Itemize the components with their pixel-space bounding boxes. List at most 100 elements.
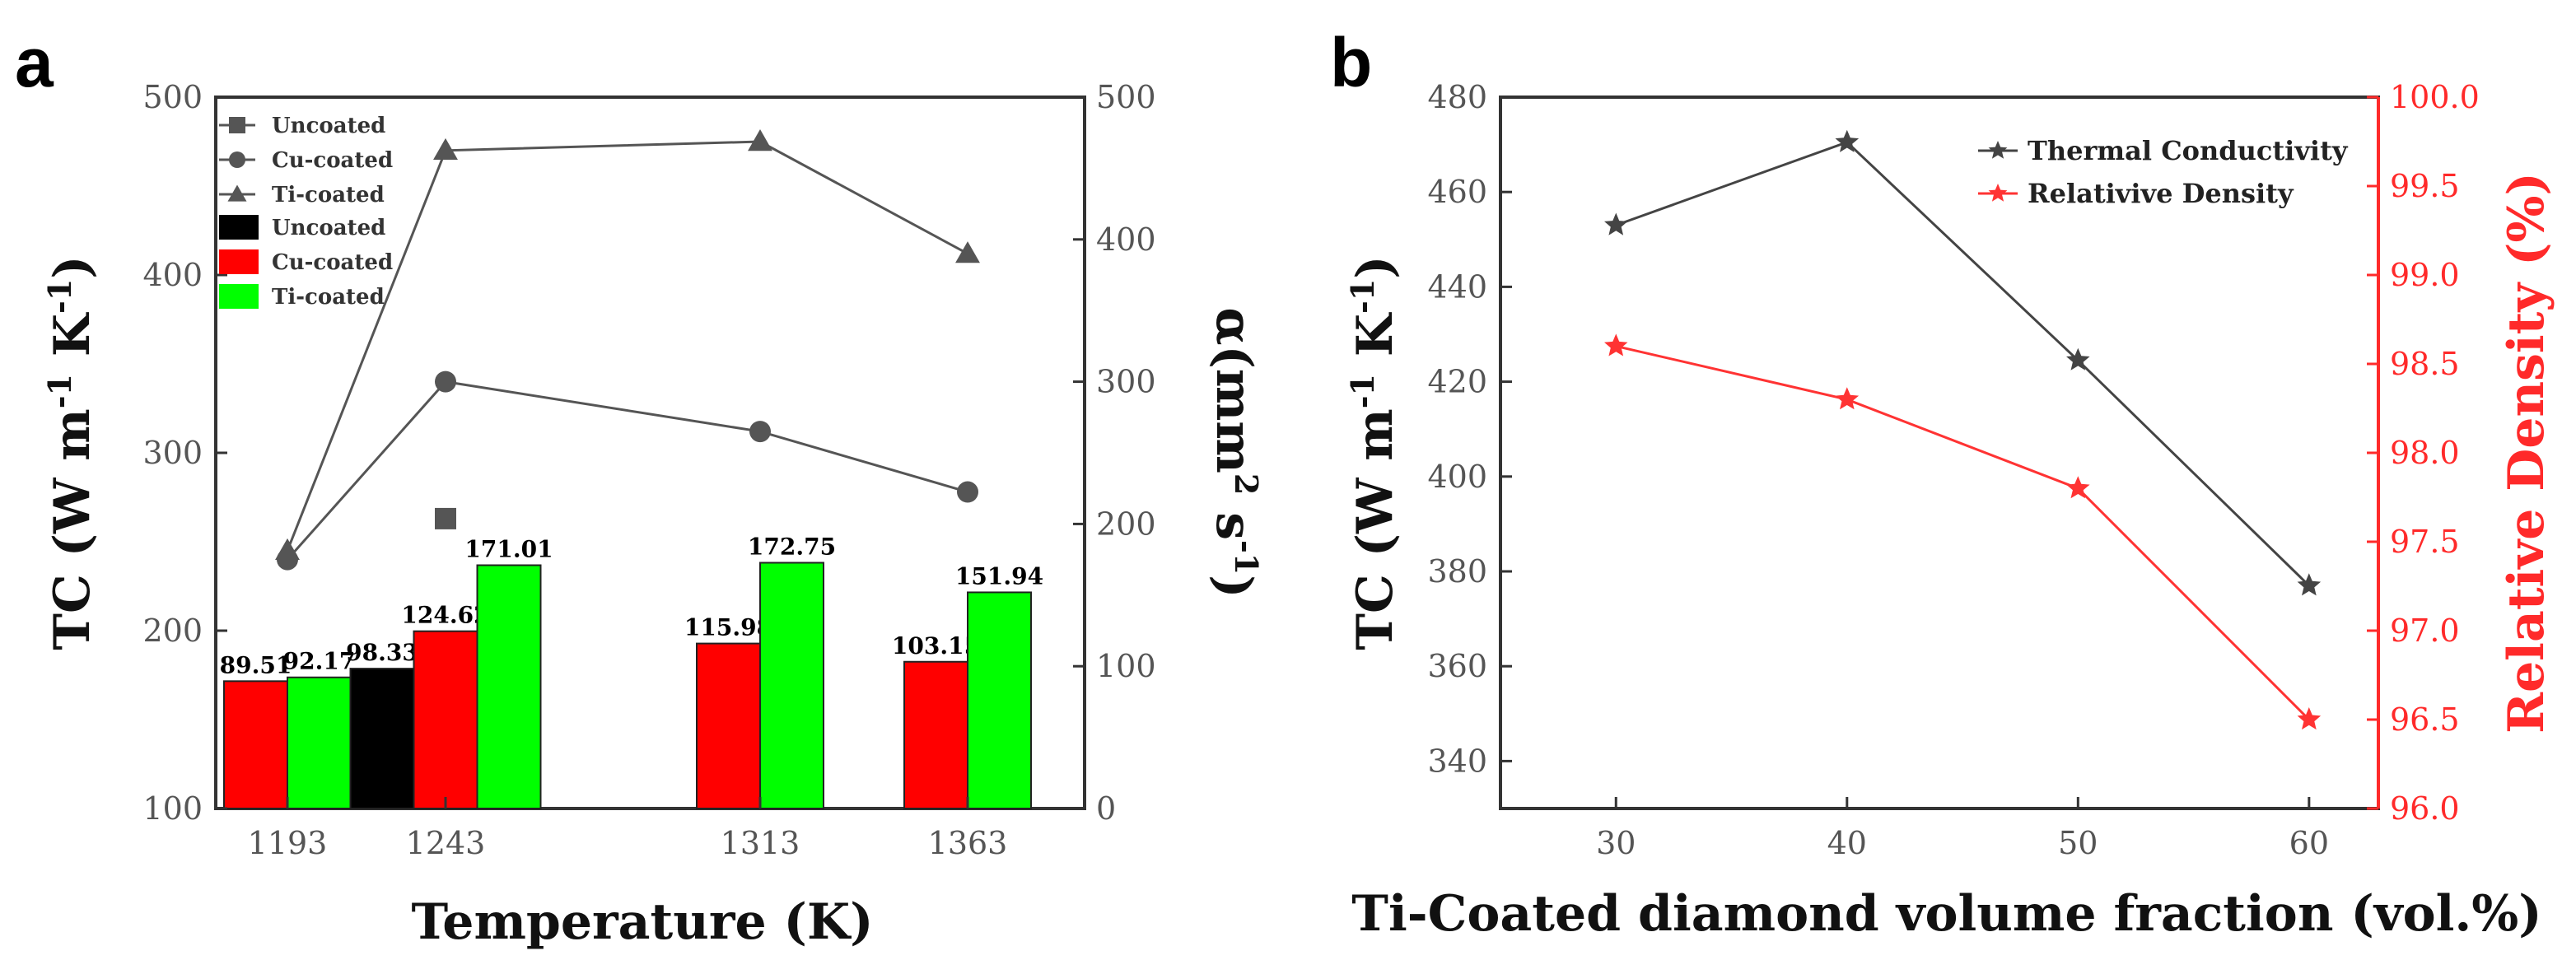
bar-cu-coated-1313 — [696, 642, 761, 809]
legend-label: Cu-coated — [272, 148, 393, 173]
bar-label: 124.62 — [401, 602, 489, 629]
right-tick-label: 97.5 — [2390, 524, 2460, 560]
left-tick-label: 380 — [1427, 553, 1487, 590]
point-thermal-conductivity — [1604, 212, 1628, 235]
legend-marker-circle — [229, 151, 245, 168]
point-relativive-density — [1604, 333, 1628, 357]
left-tick-label: 300 — [142, 435, 203, 471]
bar-label: 172.75 — [748, 533, 836, 560]
line-thermal-conductivity — [1615, 140, 2310, 587]
right-tick-label: 400 — [1096, 221, 1156, 258]
panel-b-legend: Thermal Conductivity Relativive Density — [1978, 135, 2349, 209]
point-thermal-conductivity — [2066, 347, 2090, 370]
bar-cu-coated-1243 — [413, 630, 478, 809]
right-tick-label: 100 — [1096, 648, 1156, 684]
x-tick-label: 40 — [1827, 825, 1867, 861]
legend-label: Ti-coated — [272, 285, 385, 310]
x-tick-label: 50 — [2058, 825, 2098, 861]
left-tick-label: 100 — [142, 790, 203, 827]
line-cu-coated — [286, 380, 968, 561]
panel-b-right-axis-title: Relative Density (%) — [2498, 172, 2555, 734]
bar-label: 115.98 — [684, 614, 772, 641]
left-tick-label: 200 — [142, 613, 203, 649]
bar-label: 89.51 — [220, 651, 292, 678]
legend-star-icon — [1988, 184, 2008, 202]
legend-label: Uncoated — [272, 114, 385, 138]
svg-text:TC (W m-1 K-1): TC (W m-1 K-1) — [41, 255, 102, 650]
point-uncoated — [435, 507, 456, 529]
bar-ti-coated-1193 — [287, 676, 352, 809]
right-tick-label: 98.0 — [2390, 435, 2460, 471]
bar-label: 98.33 — [346, 639, 418, 666]
x-tick-label: 1243 — [406, 825, 486, 861]
panel-label-a: a — [15, 24, 54, 101]
point-ti-coated — [275, 538, 300, 561]
legend-label: Relativive Density — [2028, 178, 2294, 209]
legend-star-icon — [1988, 141, 2008, 159]
right-tick-label: 96.5 — [2390, 701, 2460, 738]
bar-uncoated-1243 — [349, 668, 415, 809]
left-tick-label: 400 — [1427, 459, 1487, 495]
left-tick-label: 340 — [1427, 743, 1487, 779]
panel-a-right-axis-title: α(mm2 s-1) — [1205, 307, 1266, 598]
point-thermal-conductivity — [1835, 129, 1860, 152]
left-tick-label: 480 — [1427, 79, 1487, 115]
x-tick-label: 30 — [1596, 825, 1636, 861]
legend-bar-swatch — [219, 249, 259, 274]
right-tick-label: 0 — [1096, 790, 1116, 827]
point-relativive-density — [2066, 476, 2090, 499]
bar-label: 151.94 — [955, 562, 1043, 590]
bar-label: 92.17 — [283, 648, 356, 675]
line-ti-coated — [286, 140, 968, 552]
left-tick-label: 400 — [142, 257, 203, 293]
bar-ti-coated-1313 — [759, 562, 824, 809]
panel-label-b: b — [1330, 24, 1372, 101]
point-relativive-density — [2297, 707, 2322, 730]
svg-text:α(mm2 s-1): α(mm2 s-1) — [1205, 307, 1266, 598]
bar-label: 103.15 — [892, 632, 980, 659]
right-tick-label: 99.0 — [2390, 257, 2460, 293]
point-cu-coated — [957, 481, 978, 503]
left-tick-label: 420 — [1427, 364, 1487, 400]
legend-label: Uncoated — [272, 216, 385, 240]
x-tick-label: 1363 — [928, 825, 1008, 861]
right-tick-label: 97.0 — [2390, 613, 2460, 649]
x-tick-label: 60 — [2289, 825, 2329, 861]
legend-marker-square — [229, 117, 245, 133]
panel-a-left-axis-title: TC (W m-1 K-1) — [41, 255, 102, 650]
bar-ti-coated-1363 — [967, 591, 1032, 809]
legend-marker-triangle — [227, 184, 247, 202]
right-tick-label: 300 — [1096, 364, 1156, 400]
right-tick-label: 98.5 — [2390, 346, 2460, 382]
bar-cu-coated-1193 — [223, 680, 288, 809]
left-tick-label: 460 — [1427, 174, 1487, 210]
bar-cu-coated-1363 — [903, 660, 968, 809]
point-ti-coated — [955, 241, 980, 263]
right-tick-label: 99.5 — [2390, 168, 2460, 204]
right-tick-label: 96.0 — [2390, 790, 2460, 827]
right-tick-label: 500 — [1096, 79, 1156, 115]
point-ti-coated — [433, 137, 458, 161]
right-tick-label: 100.0 — [2390, 79, 2480, 115]
bar-ti-coated-1243 — [476, 564, 542, 809]
svg-text:Relative Density (%): Relative Density (%) — [2498, 172, 2555, 734]
point-cu-coated — [749, 421, 771, 443]
left-tick-label: 500 — [142, 79, 203, 115]
line-relativive-density — [1615, 344, 2310, 721]
x-tick-label: 1313 — [721, 825, 800, 861]
bar-label: 171.01 — [464, 535, 553, 562]
panel-b-left-axis-title: TC (W m-1 K-1) — [1344, 255, 1405, 650]
legend-label: Thermal Conductivity — [2028, 135, 2349, 166]
panel-a-legend: Uncoated Cu-coated Ti-coated Uncoated Cu-coa… — [219, 114, 393, 310]
point-ti-coated — [748, 129, 772, 151]
x-tick-label: 1193 — [248, 825, 328, 861]
left-tick-label: 360 — [1427, 648, 1487, 684]
panel-a-x-axis-title: Temperature (K) — [412, 893, 874, 951]
point-thermal-conductivity — [2297, 573, 2322, 596]
point-cu-coated — [435, 370, 456, 393]
panel-b-x-axis-title: Ti-Coated diamond volume fraction (vol.%… — [1351, 885, 2541, 943]
point-relativive-density — [1835, 387, 1860, 410]
legend-label: Ti-coated — [272, 183, 385, 207]
legend-label: Cu-coated — [272, 250, 393, 275]
